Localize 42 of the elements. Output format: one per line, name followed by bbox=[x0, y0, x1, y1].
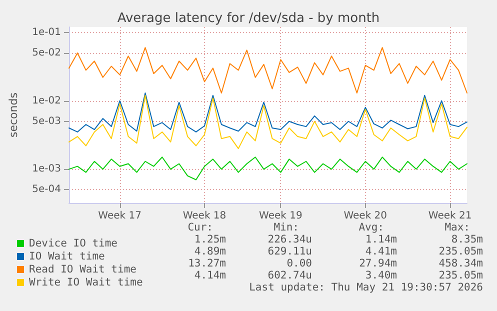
text: 4.89m bbox=[194, 246, 226, 258]
y-axis-title: seconds bbox=[7, 92, 20, 138]
text: 629.11u bbox=[268, 246, 312, 258]
text: Max: bbox=[444, 222, 470, 234]
y-tick-label: 1e-01 bbox=[32, 26, 61, 38]
y-tick-label: 5e-04 bbox=[32, 184, 61, 196]
y-tick-label: 1e-02 bbox=[32, 95, 61, 106]
text: 8.35m bbox=[451, 234, 483, 246]
text: 4.41m bbox=[365, 246, 397, 258]
text: 1.14m bbox=[365, 234, 397, 246]
x-tick-label: Week 18 bbox=[182, 210, 226, 222]
y-tick-label: 1e-03 bbox=[32, 164, 61, 175]
legend-label: Read IO Wait time bbox=[29, 264, 136, 276]
text: 1.25m bbox=[194, 234, 226, 246]
text: Min: bbox=[274, 222, 300, 234]
legend-label: Write IO Wait time bbox=[29, 276, 143, 288]
text: Cur: bbox=[188, 222, 214, 234]
text: 235.05m bbox=[438, 270, 484, 282]
line-series bbox=[68, 156, 468, 180]
text: 226.34u bbox=[268, 234, 312, 246]
text: 0.00 bbox=[286, 258, 312, 270]
legend-label: Device IO time bbox=[29, 238, 118, 250]
line-series bbox=[68, 47, 468, 94]
text: 27.94m bbox=[359, 258, 398, 270]
chart-title: Average latency for /dev/sda - by month bbox=[117, 11, 380, 26]
text: 13.27m bbox=[188, 258, 226, 270]
text: 602.74u bbox=[268, 270, 312, 282]
x-tick-label: Week 19 bbox=[259, 210, 302, 222]
y-tick-label: 5e-03 bbox=[32, 116, 61, 127]
text: 4.14m bbox=[194, 270, 226, 282]
x-tick-label: Week 21 bbox=[428, 210, 472, 222]
text: Last update: Thu May 21 19:30:57 2026 bbox=[249, 282, 484, 294]
text: 3.40m bbox=[365, 270, 397, 282]
x-tick-label: Week 17 bbox=[98, 210, 142, 222]
legend-label: IO Wait time bbox=[29, 250, 105, 262]
text: 458.34m bbox=[438, 258, 484, 270]
text: Avg: bbox=[358, 222, 384, 234]
text: 235.05m bbox=[438, 246, 484, 258]
y-tick-label: 5e-02 bbox=[32, 47, 61, 58]
line-series bbox=[68, 92, 468, 132]
x-tick-label: Week 20 bbox=[344, 210, 388, 222]
line-series bbox=[68, 94, 468, 150]
